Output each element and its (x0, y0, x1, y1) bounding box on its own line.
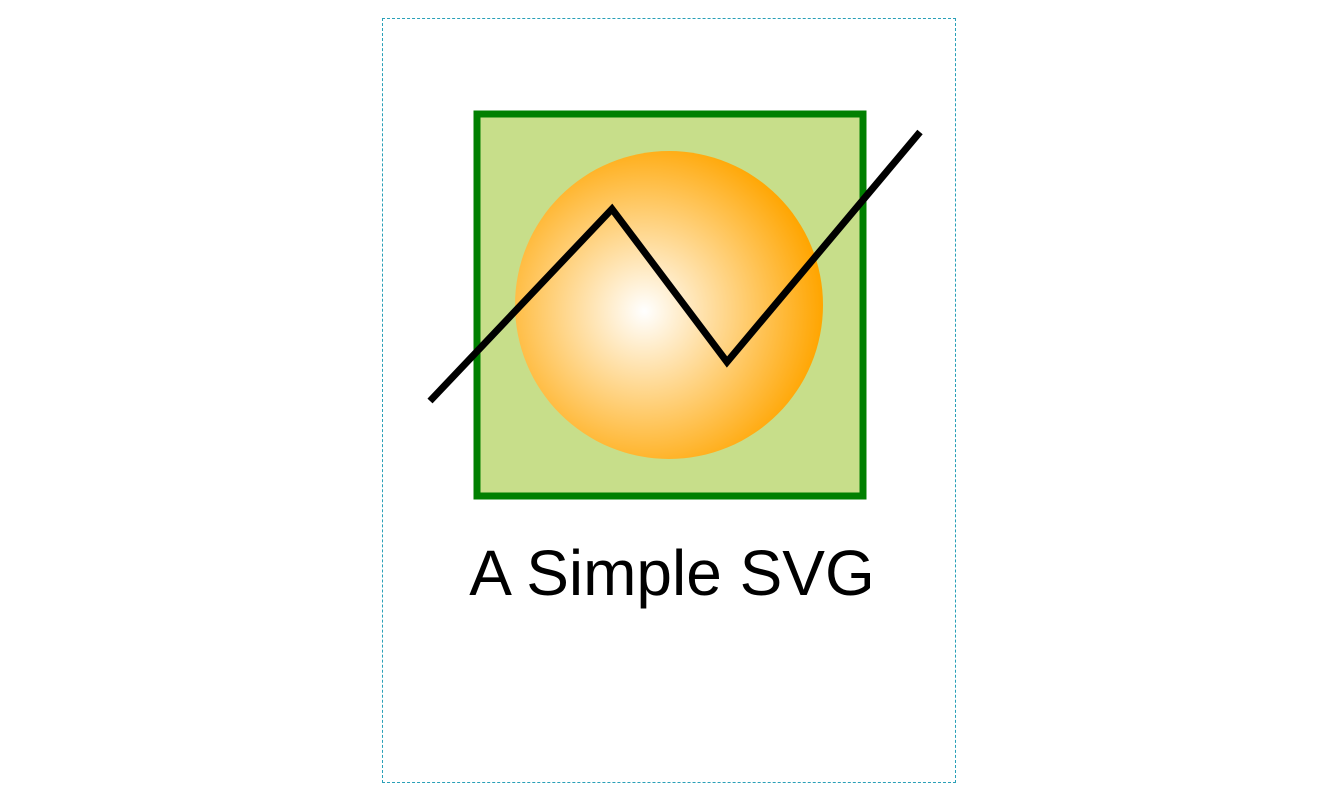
svg-viewport-border (382, 18, 956, 783)
svg-caption: A Simple SVG (469, 537, 875, 609)
zigzag-line (427, 129, 923, 404)
